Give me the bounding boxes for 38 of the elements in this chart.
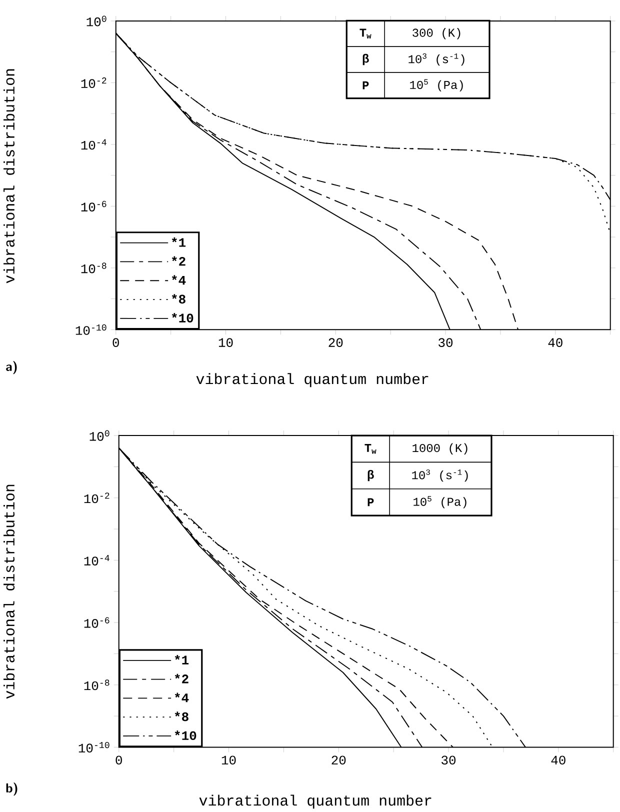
y-tick-label: 10$^{-6}$ [81,200,106,212]
legend-label: *4 [172,275,186,285]
text: b) [6,782,18,796]
y-tick-label: 10$^{-6}$ [84,617,110,628]
y-tick-label: 10$^{-8}$ [84,680,110,690]
y-tick-label: 10$^{-8}$ [81,262,106,274]
legend-label: *10 [172,312,193,322]
y-tick-label: 10$^{0}$ [86,16,106,26]
legend-label: *2 [174,674,188,684]
x-tick-label: 10 [218,338,233,347]
x-tick-label: 40 [548,338,562,347]
y-tick-label: 10$^{-2}$ [81,77,106,88]
y-tick-label: 10$^{-2}$ [84,492,110,504]
y-tick-label: 10$^{0}$ [90,430,110,441]
legend-label: *10 [174,730,196,740]
legend-label: *1 [174,654,188,664]
y-axis-title: vibrational distribution [3,484,14,699]
y-axis-title: vibrational distribution [3,69,14,284]
y-tick-label: 10$^{-4}$ [84,554,110,566]
legend-label: *8 [174,712,188,722]
x-tick-label: 20 [332,756,346,765]
y-tick-label: 10$^{-10}$ [78,742,110,752]
x-tick-label: 10 [222,756,236,765]
x-tick-label: 20 [328,338,342,347]
x-axis-title: vibrational quantum number [196,373,428,388]
y-tick-label: 10$^{-4}$ [81,139,106,150]
x-tick-label: 0 [112,338,119,347]
legend-label: *1 [172,237,186,247]
x-tick-label: 0 [116,756,122,765]
x-tick-label: 40 [551,756,566,765]
x-axis-title: vibrational quantum number [199,794,432,809]
y-tick-label: 10$^{-10}$ [76,324,106,335]
legend-label: *2 [172,256,186,266]
legend-label: *8 [172,294,186,304]
text: a) [6,361,17,374]
x-tick-label: 30 [438,338,452,347]
legend-label: *4 [174,692,189,702]
x-tick-label: 30 [441,756,456,765]
